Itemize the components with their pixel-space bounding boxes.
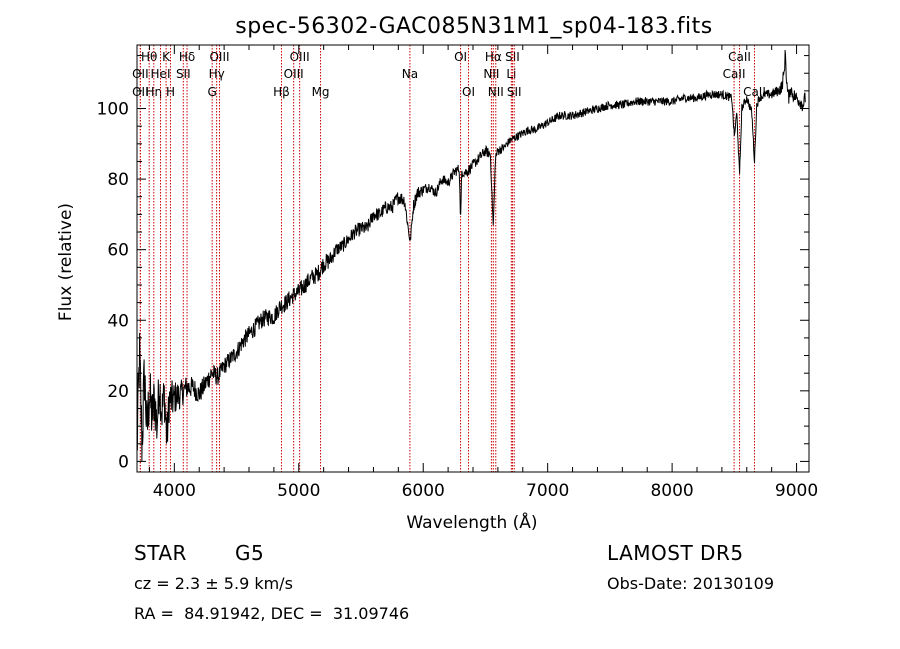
survey-name: LAMOST DR5	[607, 541, 744, 565]
line-marker-label: Hδ	[179, 50, 195, 64]
y-tick-label: 80	[107, 170, 129, 190]
line-marker-label: Li	[506, 67, 516, 81]
object-class: STAR	[134, 541, 187, 565]
line-marker-label: OII	[132, 67, 149, 81]
x-tick-label: 8000	[650, 481, 693, 501]
line-marker-label: SII	[176, 67, 191, 81]
line-marker-label: Hα	[485, 50, 502, 64]
line-marker-label: CaII	[743, 85, 766, 99]
line-marker-label: OIII	[290, 50, 310, 64]
plot-frame	[136, 44, 810, 473]
y-tick-label: 20	[107, 382, 129, 402]
x-tick-label: 6000	[402, 481, 445, 501]
spectrum-trace	[136, 49, 806, 462]
x-tick-label: 9000	[775, 481, 818, 501]
redshift-velocity: cz = 2.3 ± 5.9 km/s	[134, 574, 293, 593]
line-marker-label: SII	[505, 50, 520, 64]
coordinates: RA = 84.91942, DEC = 31.09746	[134, 604, 410, 623]
line-marker-label: K	[162, 50, 171, 64]
line-marker-label: Mg	[312, 85, 330, 99]
observation-date: Obs-Date: 20130109	[607, 574, 775, 593]
line-marker-label: Hθ	[141, 50, 157, 64]
y-tick-label: 40	[107, 311, 129, 331]
line-marker-label: OI	[462, 85, 475, 99]
chart-title: spec-56302-GAC085N31M1_sp04-183.fits	[235, 14, 713, 39]
line-marker-label: G	[208, 85, 217, 99]
x-tick-label: 4000	[153, 481, 196, 501]
line-marker-label: OIII	[209, 50, 229, 64]
y-tick-label: 0	[118, 452, 129, 472]
line-marker-label: Na	[402, 67, 418, 81]
line-marker-label: CaII	[728, 50, 751, 64]
line-marker-label: Hη	[145, 85, 162, 99]
line-marker-label: OIII	[284, 67, 304, 81]
line-marker-label: CaII	[723, 67, 746, 81]
line-marker-label: NII	[483, 67, 499, 81]
y-tick-label: 60	[107, 241, 129, 261]
line-marker-label: OI	[454, 50, 467, 64]
line-marker-label: HeI	[151, 67, 171, 81]
axes: 4000 5000 6000 7000 8000 9000 0 20 40 60 80 100	[97, 45, 818, 501]
y-axis-label: Flux (relative)	[56, 203, 76, 321]
line-marker-label: Hβ	[273, 85, 290, 99]
subclass: G5	[235, 541, 265, 565]
x-tick-label: 7000	[526, 481, 569, 501]
y-tick-label: 100	[97, 100, 129, 120]
line-marker-label: NII	[488, 85, 504, 99]
line-marker-label: OII	[132, 85, 149, 99]
line-marker-label: Hγ	[209, 67, 225, 81]
x-tick-label: 5000	[277, 481, 320, 501]
spectrum-line	[136, 49, 806, 462]
line-marker-label: SII	[507, 85, 522, 99]
x-axis-label: Wavelength (Å)	[406, 511, 537, 533]
line-marker-label: H	[166, 85, 175, 99]
